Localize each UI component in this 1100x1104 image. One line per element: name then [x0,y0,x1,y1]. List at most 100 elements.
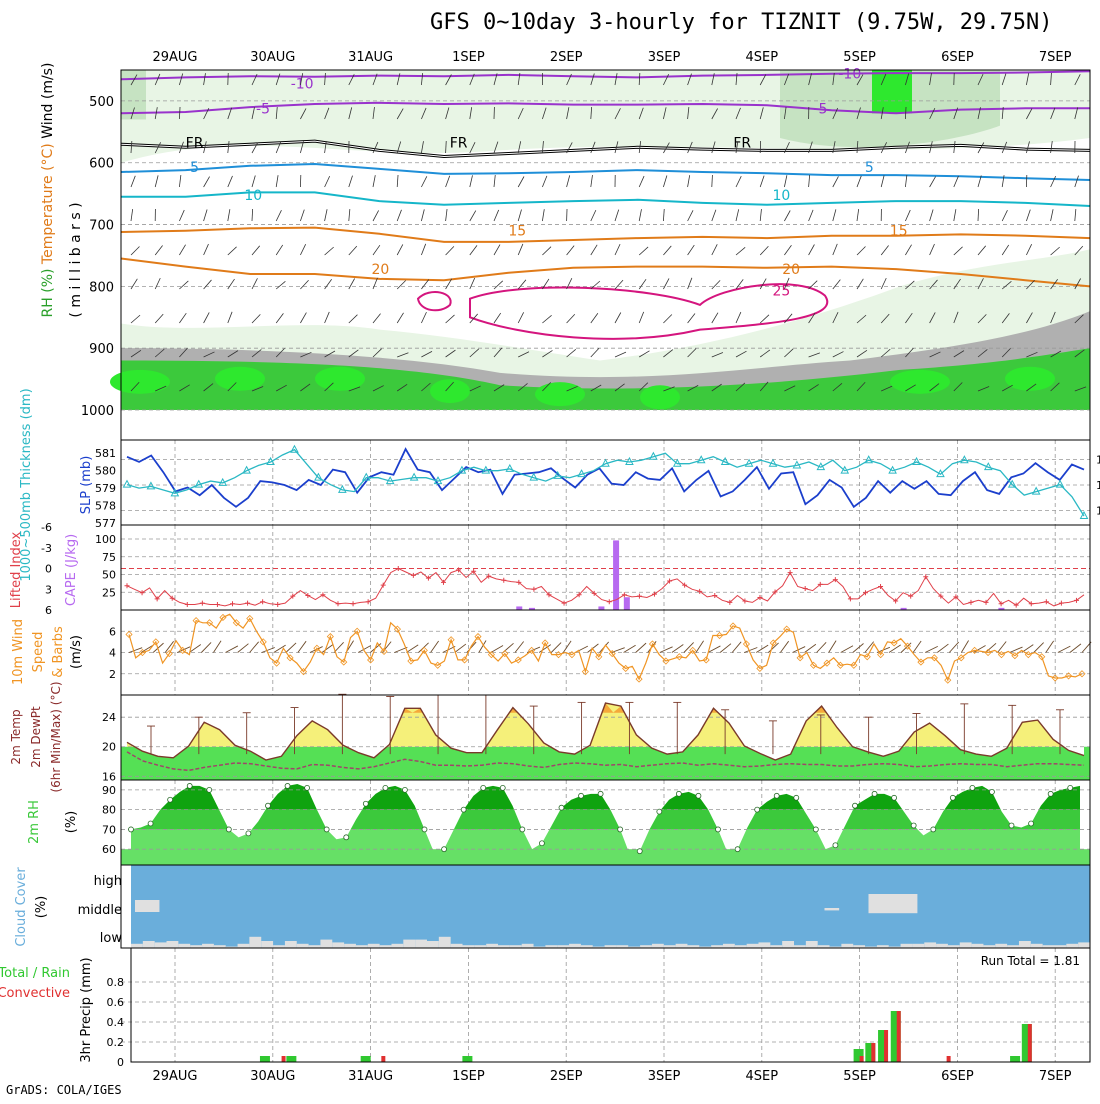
wind10m-barb [805,644,816,652]
date-label-top: 30AUG [250,50,295,65]
precip-tick-label: 0.8 [107,976,125,989]
cloud-low-bar [332,942,344,948]
wind-tick-label: 4 [109,647,116,660]
wind10m-barb [744,647,757,652]
rh-fill-bright-blob [110,370,170,394]
rh2m-point [950,795,955,800]
cloud-middle-patch [869,894,918,913]
lifted-index-point [1059,601,1064,606]
wind-ylabel-2: Speed [31,632,46,673]
isotherm-label: 5 [190,160,199,176]
rh2m-fill-base [121,849,1090,865]
wind10m-barb [672,644,683,652]
wind10m-barb [286,643,296,653]
rh2m-point [520,827,525,832]
cloud-low-bar [676,944,688,948]
date-label-bottom: 31AUG [348,1069,393,1084]
lifted-index-point [396,566,401,571]
wind-tick-label: 6 [109,625,116,638]
precip-total-bar [361,1056,371,1062]
cloud-low-bar [652,944,664,948]
lifted-index-point [305,593,310,598]
rh2m-point [1029,821,1034,826]
lifted-index-point [215,602,220,607]
rh-fill-bright-blob [1005,367,1055,391]
cloud-low-bar [178,944,190,948]
rh2m-point [305,785,310,790]
cloud-low-bar [912,944,924,948]
li-tick-label: 6 [45,604,52,617]
date-label-top: 2SEP [550,50,583,65]
isotherm-label: -10 [291,77,314,93]
precip-run-total: Run Total = 1.81 [981,954,1080,968]
thickness-tick-label: 577 [95,517,116,530]
cloud-fill [131,865,1090,948]
rh2m-point [735,847,740,852]
cloud-low-bar [131,944,143,948]
panel-precip [131,948,1090,1062]
precip-convective-bar [282,1056,286,1062]
pressure-tick-label: 1000 [81,404,114,419]
lifted-index-point [712,593,717,598]
rh2m-point [579,793,584,798]
temp-tick-label: 20 [102,741,116,754]
cloud-low-bar [249,937,261,948]
precip-total-bar [1010,1056,1020,1062]
rh2m-point [989,789,994,794]
credit-text: GrADS: COLA/IGES [6,1083,122,1097]
date-label-bottom: 5SEP [843,1069,876,1084]
date-label-bottom: 6SEP [941,1069,974,1084]
wind10m-barb [587,644,598,653]
cloud-low-bar [1031,944,1043,948]
rh-fill-bright-blob [640,385,680,409]
li-tick-label: 0 [45,563,52,576]
rh2m-point [1048,791,1053,796]
rh2m-point [344,835,349,840]
temp-tick-label: 16 [102,770,116,783]
panel-cape-li [121,525,1090,610]
rh2m-point [892,795,897,800]
rh2m-tick-label: 90 [102,784,116,797]
cloud-low-bar [451,944,463,948]
cape-tick-label: 50 [102,569,116,582]
isotherm-label: 10 [244,188,262,204]
lifted-index-point [381,583,386,588]
temp-ylabel: (6hr Min/Max) (°C) [49,681,63,792]
cloud-low-bar [569,944,581,948]
rh2m-point [187,783,192,788]
cloud-low-bar [995,944,1007,948]
date-label-top: 29AUG [152,50,197,65]
cloud-low-bar [960,942,972,948]
pressure-tick-label: 600 [89,157,114,172]
date-label-bottom: 1SEP [452,1069,485,1084]
li-tick-label: 3 [45,583,52,596]
rh-fill-bright-blob [430,379,470,403]
li-ylabel: Lifted Index [9,531,24,608]
cape-bar [624,597,630,610]
rh2m-point [676,791,681,796]
isotherm-label: 25 [772,284,790,300]
wind10m-barb [829,641,836,653]
upper-air-ylabel-part: Temperature (°C) [40,143,56,268]
thickness-tick-label: 579 [95,482,116,495]
date-label-top: 31AUG [348,50,393,65]
rh2m-point [970,785,975,790]
date-label-top: 3SEP [648,50,681,65]
upper-air-ylabel2: ( m i l l i b a r s ) [68,202,84,317]
cloud-low-bar [261,941,273,948]
isotherm-label: 15 [508,224,526,240]
wind10m-barb [624,645,636,652]
rh-fill-bright-blob [215,367,265,391]
rh2m-point [657,809,662,814]
rh2m-point [324,827,329,832]
rh2m-point [246,831,251,836]
wind10m-barb [213,641,221,653]
rh2m-point [168,797,173,802]
thickness-tick-label: 581 [95,447,116,460]
precip-convective-bar [381,1056,385,1062]
wind10m-barb [551,643,561,653]
wind-ylabel-4: (m/s) [69,635,84,669]
rh2m-point [911,823,916,828]
cloud-low-bar [758,942,770,948]
